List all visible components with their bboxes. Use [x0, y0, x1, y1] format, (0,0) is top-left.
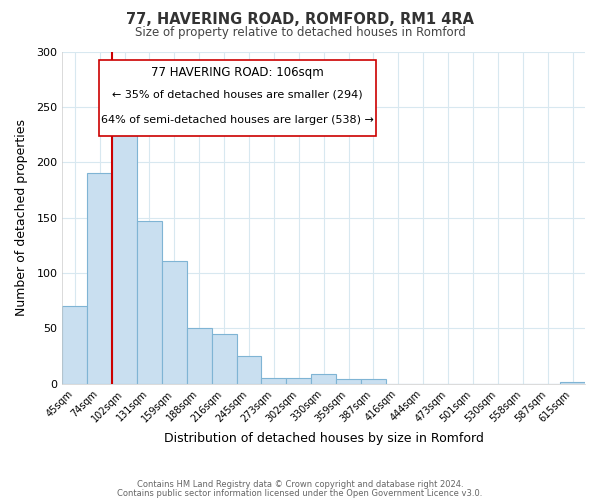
Bar: [311, 374, 336, 384]
Text: 77, HAVERING ROAD, ROMFORD, RM1 4RA: 77, HAVERING ROAD, ROMFORD, RM1 4RA: [126, 12, 474, 28]
FancyBboxPatch shape: [99, 60, 376, 136]
Bar: [236, 356, 262, 384]
Bar: [286, 378, 311, 384]
Y-axis label: Number of detached properties: Number of detached properties: [15, 119, 28, 316]
Bar: [112, 134, 137, 384]
Bar: [137, 221, 162, 384]
Bar: [361, 380, 386, 384]
Text: Size of property relative to detached houses in Romford: Size of property relative to detached ho…: [134, 26, 466, 39]
Text: 64% of semi-detached houses are larger (538) →: 64% of semi-detached houses are larger (…: [101, 114, 374, 124]
Bar: [162, 261, 187, 384]
Bar: [187, 328, 212, 384]
Bar: [87, 174, 112, 384]
Bar: [336, 380, 361, 384]
Bar: [560, 382, 585, 384]
Bar: [212, 334, 236, 384]
Text: Contains HM Land Registry data © Crown copyright and database right 2024.: Contains HM Land Registry data © Crown c…: [137, 480, 463, 489]
Bar: [262, 378, 286, 384]
Bar: [62, 306, 87, 384]
Text: ← 35% of detached houses are smaller (294): ← 35% of detached houses are smaller (29…: [112, 90, 363, 100]
X-axis label: Distribution of detached houses by size in Romford: Distribution of detached houses by size …: [164, 432, 484, 445]
Text: 77 HAVERING ROAD: 106sqm: 77 HAVERING ROAD: 106sqm: [151, 66, 324, 80]
Text: Contains public sector information licensed under the Open Government Licence v3: Contains public sector information licen…: [118, 488, 482, 498]
